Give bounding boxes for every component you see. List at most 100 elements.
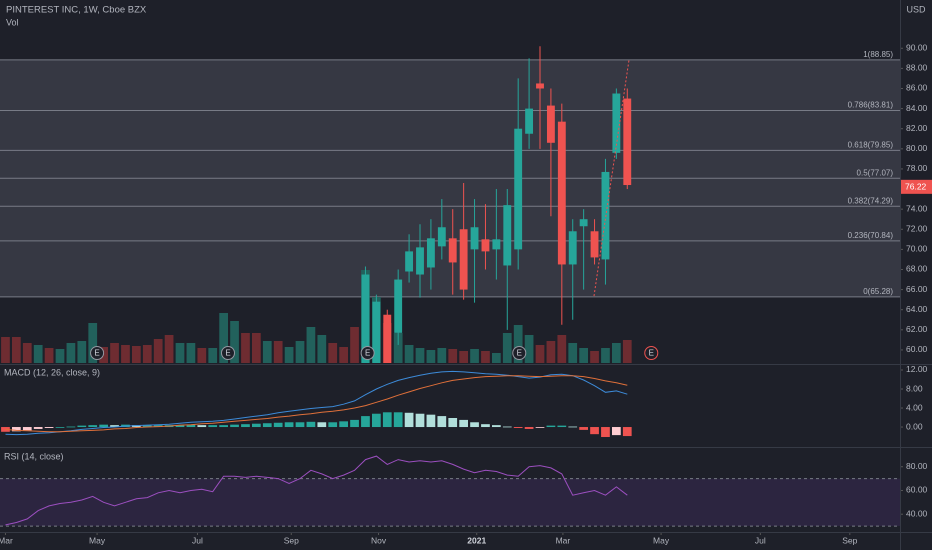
- volume-bar: [273, 341, 283, 363]
- candle-body: [383, 314, 392, 363]
- volume-bar: [153, 339, 163, 363]
- macd-label: MACD (12, 26, close, 9): [4, 367, 100, 377]
- x-tick-label: Mar: [556, 535, 571, 545]
- macd-histogram-bar: [426, 414, 436, 428]
- volume-bar: [12, 337, 21, 363]
- macd-histogram-bar: [110, 425, 119, 428]
- macd-histogram-bar: [153, 425, 163, 428]
- macd-histogram-bar: [175, 425, 185, 428]
- y-tick-label: 74.00: [906, 203, 928, 213]
- y-tick-label: 78.00: [906, 163, 928, 173]
- earnings-marker: [512, 346, 527, 360]
- macd-histogram-bar: [1, 427, 10, 432]
- macd-histogram-bar: [33, 427, 43, 429]
- volume-bar: [437, 348, 447, 363]
- volume-bar: [448, 349, 458, 363]
- y-tick-label: 72.00: [906, 224, 928, 234]
- volume-bar: [612, 343, 621, 363]
- volume-bar: [262, 341, 272, 363]
- macd-histogram-bar: [99, 424, 108, 428]
- volume-bar: [350, 327, 359, 363]
- fib-label: 0.5(77.07): [857, 168, 894, 177]
- volume-bar: [142, 345, 152, 363]
- y-tick-label: 62.00: [906, 324, 928, 334]
- candle-body: [503, 205, 512, 266]
- fib-label: 0.618(79.85): [848, 140, 894, 149]
- y-tick-label: 68.00: [906, 264, 928, 274]
- fib-label: 0.236(70.84): [848, 231, 894, 240]
- x-tick-label: May: [89, 535, 106, 545]
- macd-histogram-bar: [535, 427, 545, 428]
- rsi-y-tick-label: 80.00: [906, 461, 928, 471]
- volume-bar: [546, 341, 556, 363]
- y-tick-label: 82.00: [906, 123, 928, 133]
- last-price-box: [901, 179, 932, 194]
- last-price-label: 76.22: [905, 182, 927, 192]
- candle-body: [557, 121, 566, 265]
- volume-bar: [502, 333, 512, 363]
- volume-bar: [22, 343, 32, 363]
- candle-body: [536, 83, 544, 89]
- earnings-label: E: [365, 349, 370, 358]
- earnings-label: E: [225, 349, 230, 358]
- macd-histogram-bar: [481, 424, 490, 428]
- volume-bar: [579, 348, 588, 363]
- macd-histogram-bar: [186, 424, 196, 428]
- volume-bar: [415, 348, 425, 363]
- macd-histogram-bar: [55, 427, 65, 428]
- earnings-marker: [221, 346, 235, 360]
- rsi-y-tick-label: 60.00: [906, 485, 928, 495]
- macd-histogram-bar: [459, 419, 468, 428]
- candle-body: [590, 231, 599, 258]
- volume-bar: [88, 323, 98, 363]
- x-tick-label: Mar: [0, 535, 13, 545]
- candle-body: [372, 301, 381, 363]
- macd-histogram-bar: [262, 423, 272, 428]
- volume-bar: [459, 351, 468, 363]
- volume-bar: [295, 341, 305, 363]
- macd-histogram-bar: [372, 413, 381, 428]
- y-tick-label: 90.00: [906, 43, 928, 53]
- macd-histogram-bar: [513, 427, 523, 428]
- candle-body: [437, 227, 446, 247]
- volume-bar: [590, 351, 599, 363]
- macd-histogram-bar: [219, 425, 228, 428]
- macd-histogram-bar: [208, 425, 218, 428]
- earnings-label: E: [94, 349, 99, 358]
- macd-histogram-bar: [492, 425, 501, 428]
- volume-bar: [66, 343, 76, 363]
- macd-histogram-bar: [524, 427, 534, 429]
- volume-bar: [175, 343, 185, 363]
- volume-bar: [197, 348, 207, 363]
- macd-y-tick-label: 4.00: [906, 402, 923, 412]
- macd-histogram-bar: [22, 427, 32, 431]
- volume-bar: [252, 333, 261, 363]
- candle-body: [361, 274, 370, 363]
- macd-y-tick-label: 12.00: [906, 364, 928, 374]
- volume-bar: [55, 349, 65, 363]
- macd-histogram-bar: [77, 425, 87, 428]
- volume-bar: [219, 313, 228, 363]
- volume-bar: [470, 349, 479, 363]
- macd-histogram-bar: [590, 427, 599, 435]
- macd-histogram-bar: [393, 412, 403, 428]
- macd-histogram-bar: [44, 427, 54, 428]
- volume-bar: [557, 335, 567, 363]
- macd-histogram-bar: [317, 422, 327, 428]
- volume-bar: [535, 345, 545, 363]
- y-tick-label: 60.00: [906, 344, 928, 354]
- volume-bar: [241, 333, 250, 363]
- macd-histogram-bar: [404, 412, 414, 428]
- x-tick-label: Sep: [842, 535, 857, 545]
- x-tick-label: May: [653, 535, 670, 545]
- candle-body: [546, 105, 555, 143]
- volume-bar: [230, 321, 239, 363]
- candle-body: [416, 247, 424, 275]
- volume-bar: [132, 346, 141, 363]
- fib-label: 1(88.85): [863, 50, 893, 59]
- rsi-label: RSI (14, close): [4, 451, 64, 461]
- rsi-pane: [0, 455, 900, 527]
- earnings-marker: [360, 346, 375, 360]
- rsi-line: [5, 455, 628, 526]
